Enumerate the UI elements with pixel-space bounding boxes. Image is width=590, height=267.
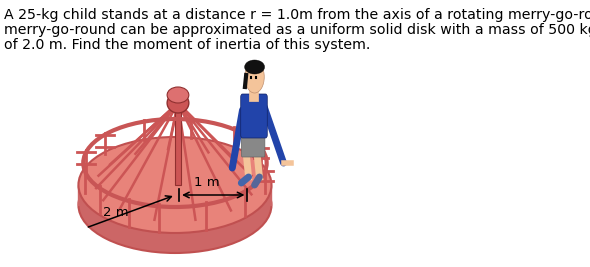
Polygon shape (78, 185, 271, 205)
Bar (175, 95, 181, 185)
Text: merry-go-round can be approximated as a uniform solid disk with a mass of 500 kg: merry-go-round can be approximated as a … (4, 23, 590, 37)
Text: of 2.0 m. Find the moment of inertia of this system.: of 2.0 m. Find the moment of inertia of … (4, 38, 371, 52)
Circle shape (245, 61, 264, 93)
Text: 2 m: 2 m (103, 206, 128, 218)
Ellipse shape (167, 93, 189, 113)
Text: 1 m: 1 m (194, 176, 220, 190)
Ellipse shape (78, 157, 271, 253)
Ellipse shape (167, 87, 189, 103)
FancyBboxPatch shape (241, 131, 265, 157)
Text: A 25-kg child stands at a distance r = 1.0m from the axis of a rotating merry-go: A 25-kg child stands at a distance r = 1… (4, 8, 590, 22)
FancyBboxPatch shape (241, 94, 267, 138)
Ellipse shape (78, 137, 271, 233)
Ellipse shape (245, 60, 264, 74)
